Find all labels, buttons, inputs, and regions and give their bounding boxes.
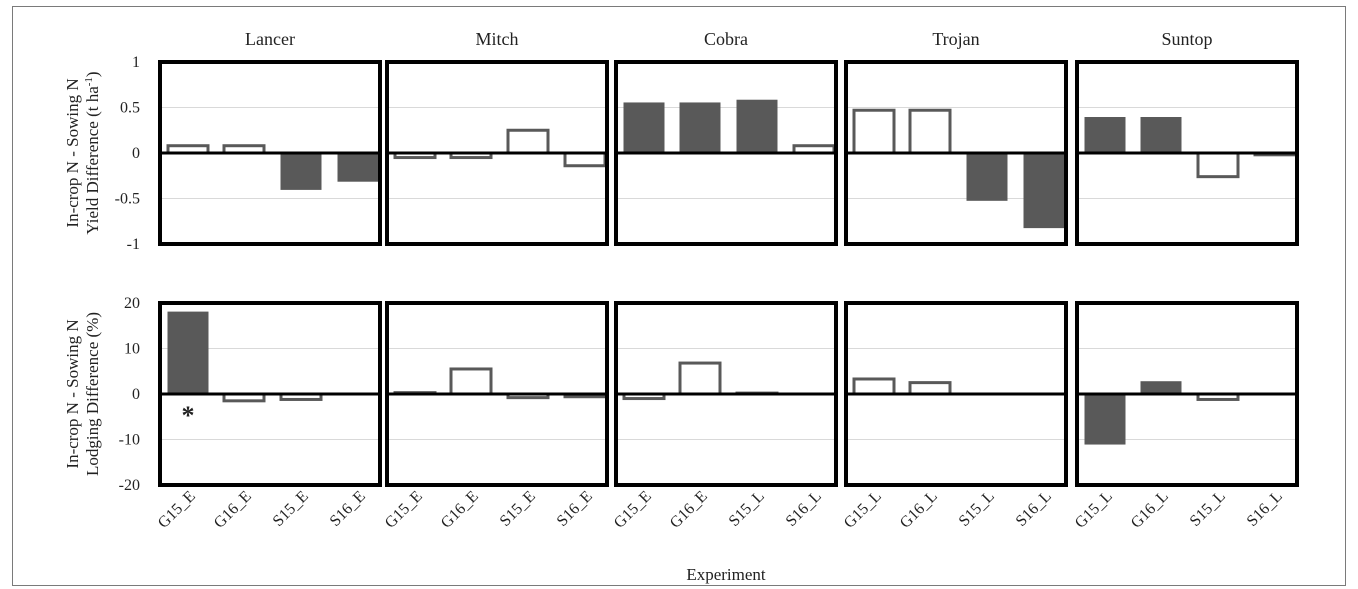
significance-mark: *: [182, 401, 195, 430]
x-tick-label: S15_L: [726, 488, 768, 530]
y-axis-title-line-2: Lodging Difference (%): [83, 312, 102, 476]
panel-frame: [614, 60, 838, 246]
panel-title: Lancer: [245, 29, 295, 49]
y-axis-title: In-crop N - Sowing N Lodging Difference (…: [63, 312, 102, 476]
panel-title: Cobra: [704, 29, 748, 49]
y-axis-title-text: Yield Difference (t ha: [83, 86, 102, 235]
y-axis-title-superscript: -1: [83, 77, 95, 86]
x-tick-label: S15_E: [270, 488, 312, 530]
panel-frame: [385, 301, 609, 487]
x-axis-title: Experiment: [686, 565, 766, 584]
panel-frame: [1075, 301, 1299, 487]
bar: [736, 99, 778, 154]
figure-frame: [12, 6, 1346, 586]
x-tick-label: S16_L: [1013, 488, 1055, 530]
x-tick-label: G15_E: [382, 488, 426, 532]
y-axis-title-close: ): [83, 71, 102, 77]
x-tick-label: S16_E: [554, 488, 596, 530]
y-tick-label: 0: [132, 386, 140, 403]
bar: [679, 102, 721, 154]
x-tick-label: G16_E: [667, 488, 711, 532]
y-tick-label: -20: [119, 477, 140, 494]
bar: [908, 381, 952, 396]
y-tick-label: 0: [132, 145, 140, 162]
x-tick-label: S15_E: [497, 488, 539, 530]
panel-title: Suntop: [1161, 29, 1212, 49]
bar: [506, 128, 550, 155]
panel-frame: [1075, 60, 1299, 246]
bar: [1140, 117, 1182, 154]
y-tick-label: -0.5: [115, 191, 140, 208]
bar: [852, 377, 896, 396]
y-tick-label: 10: [124, 341, 140, 358]
bar: [1084, 393, 1126, 445]
x-tick-label: G15_E: [611, 488, 655, 532]
bar: [623, 102, 665, 154]
x-tick-label: S15_L: [1187, 488, 1229, 530]
y-axis-title-line-1: In-crop N - Sowing N: [63, 319, 82, 468]
panel-title: Mitch: [476, 29, 519, 49]
y-tick-label: -1: [127, 236, 140, 253]
y-tick-label: 20: [124, 295, 140, 312]
x-tick-label: G16_E: [211, 488, 255, 532]
bar: [563, 151, 607, 168]
x-tick-label: G16_L: [1128, 488, 1172, 532]
bar: [908, 108, 952, 155]
x-tick-label: G15_L: [841, 488, 885, 532]
y-axis-title-line-2: Yield Difference (t ha-1): [83, 71, 102, 234]
panel-frame: [158, 301, 382, 487]
x-tick-label: G16_E: [438, 488, 482, 532]
panel-frame: [385, 60, 609, 246]
bar: [167, 311, 209, 395]
panel-frame: [614, 301, 838, 487]
panel-frame: [844, 60, 1068, 246]
x-tick-label: S15_L: [956, 488, 998, 530]
y-tick-label: 1: [132, 54, 140, 71]
y-tick-label: -10: [119, 432, 140, 449]
bar: [1140, 381, 1182, 395]
y-axis-title: In-crop N - Sowing N Yield Difference (t …: [63, 71, 102, 234]
bar: [1196, 151, 1240, 179]
panel-title: Trojan: [932, 29, 979, 49]
x-tick-label: S16_E: [327, 488, 369, 530]
bar: [678, 361, 722, 396]
x-tick-label: G15_L: [1072, 488, 1116, 532]
x-tick-label: G15_E: [155, 488, 199, 532]
x-tick-label: S16_L: [783, 488, 825, 530]
bar: [966, 152, 1008, 201]
x-tick-label: G16_L: [897, 488, 941, 532]
panel-frame: [158, 60, 382, 246]
y-axis-title-line-1: In-crop N - Sowing N: [63, 78, 82, 227]
x-tick-label: S16_L: [1244, 488, 1286, 530]
y-tick-label: 0.5: [120, 100, 140, 117]
bar: [280, 152, 322, 190]
bar: [449, 367, 493, 396]
bar: [1084, 117, 1126, 154]
bar: [337, 152, 379, 182]
bar: [852, 108, 896, 155]
panel-frame: [844, 301, 1068, 487]
bar: [1023, 152, 1065, 229]
